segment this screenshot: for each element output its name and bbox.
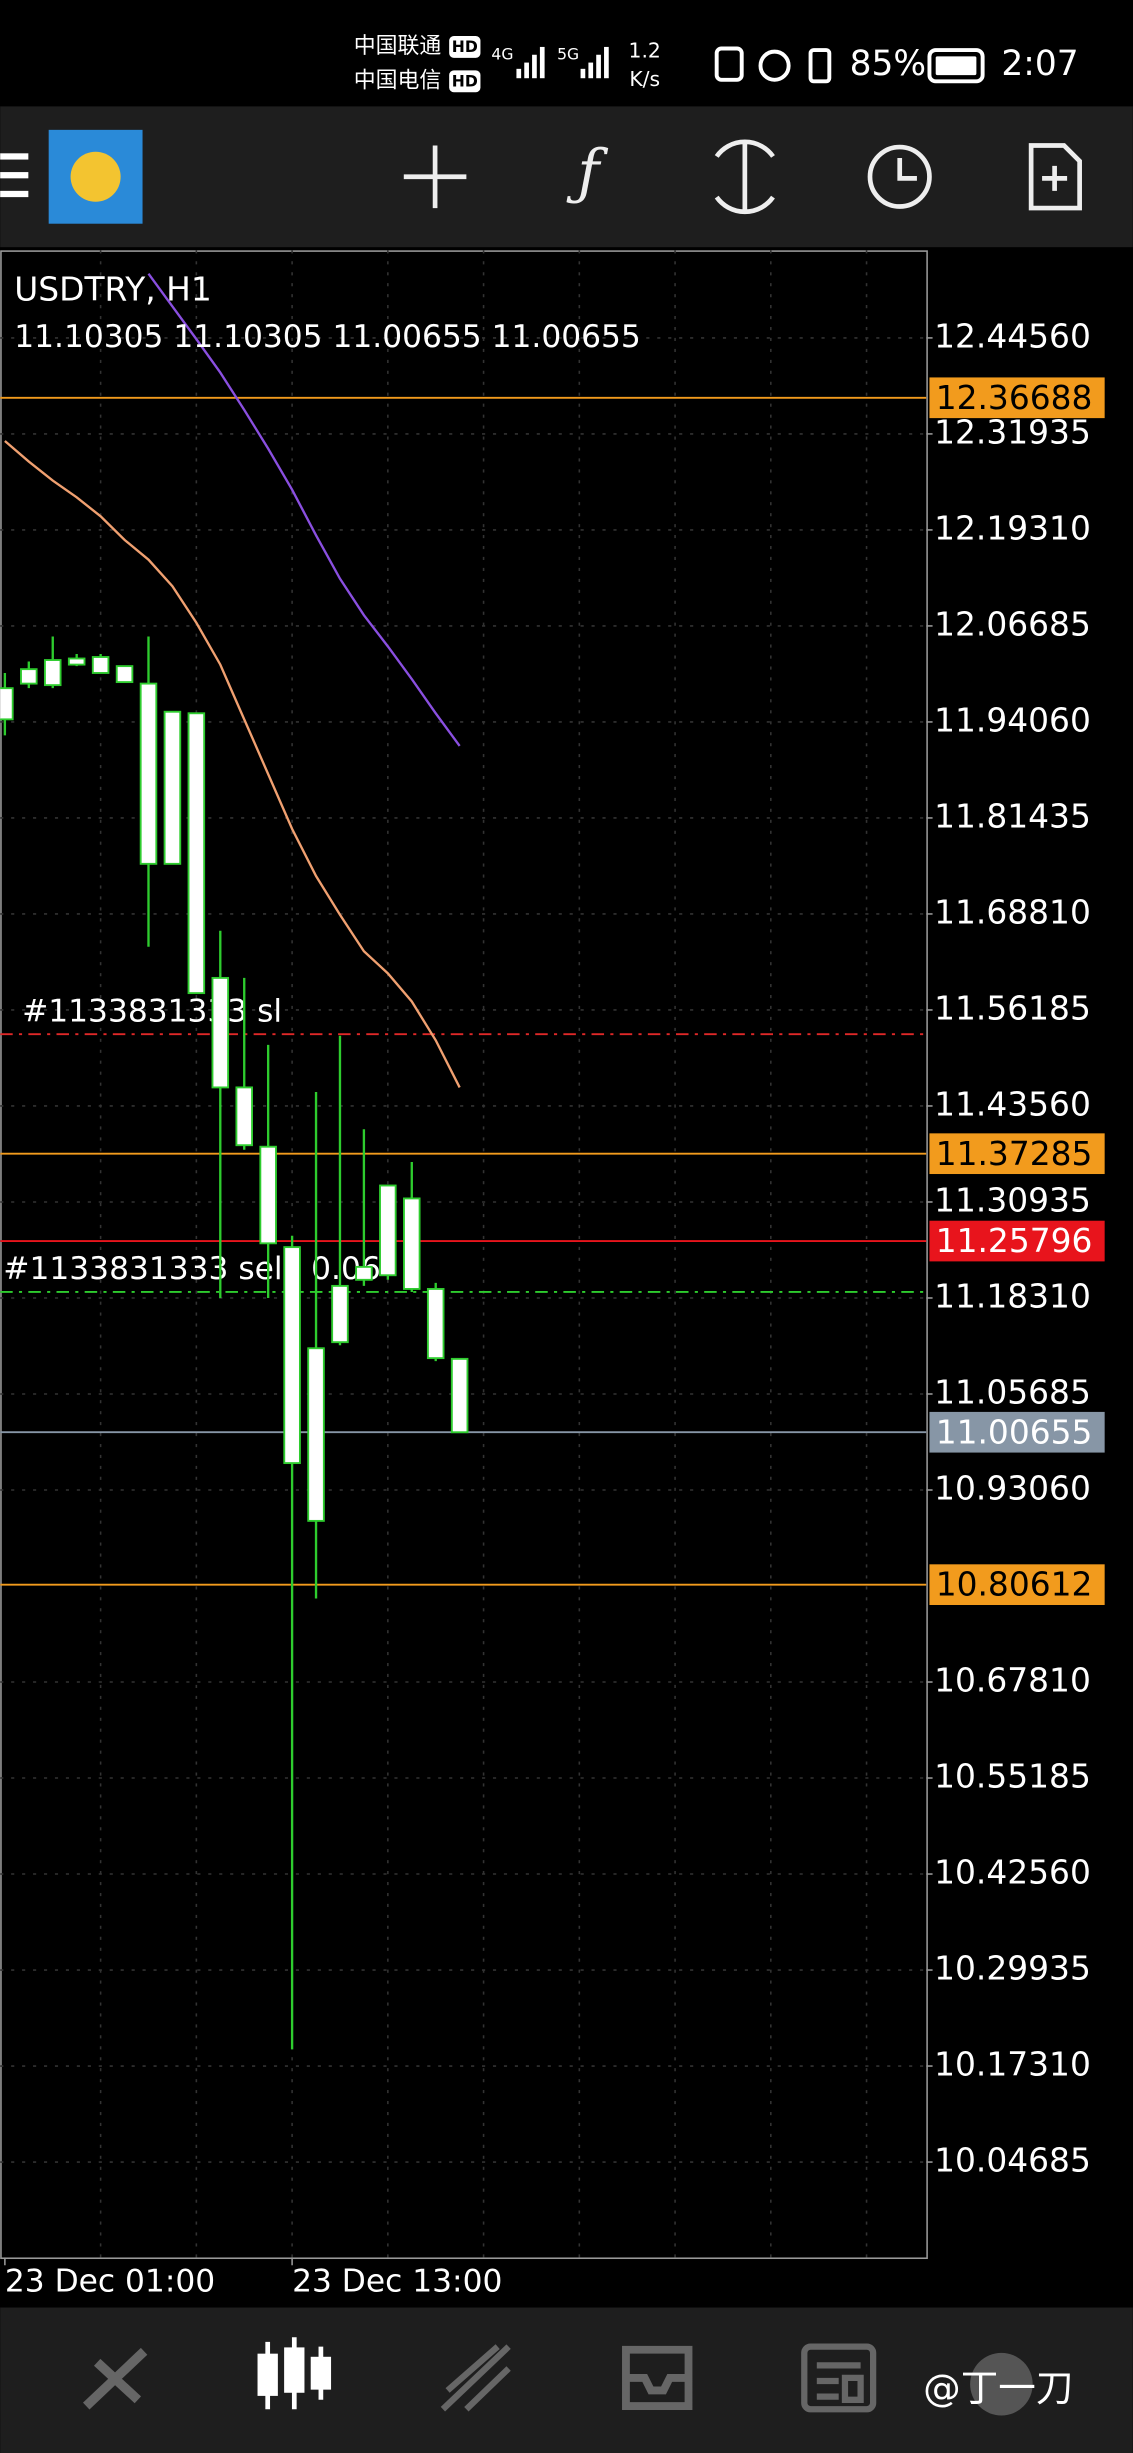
- toolbar: [0, 106, 1133, 248]
- candle-body: [115, 665, 134, 684]
- crosshair-button[interactable]: [403, 145, 467, 209]
- carrier: 中国电信: [354, 68, 442, 93]
- y-tick-label: 11.43560: [934, 1085, 1091, 1123]
- price-level-label: 11.25796: [936, 1222, 1093, 1260]
- hd-badge: [449, 35, 481, 58]
- y-tick-label: 11.18310: [934, 1277, 1091, 1315]
- candle-body: [331, 1284, 349, 1344]
- carrier: 中国联通: [354, 34, 442, 59]
- y-tick-label: 10.67810: [934, 1662, 1091, 1700]
- price-level-label: 10.80612: [936, 1566, 1093, 1604]
- quotes-tab[interactable]: [82, 2347, 148, 2410]
- new-order-button[interactable]: [1028, 143, 1082, 211]
- y-tick-label: 11.68810: [934, 893, 1091, 931]
- price-level-tag: [929, 377, 1105, 419]
- network: 4G: [491, 44, 513, 63]
- app-logo-mark: [70, 151, 121, 202]
- candle-body: [426, 1287, 445, 1360]
- news-tab[interactable]: [801, 2343, 877, 2413]
- candle-body: [307, 1347, 325, 1522]
- plot-area: #1133831333 sl #1133831333 sell, 0.06: [0, 250, 927, 2258]
- signal: [580, 46, 609, 79]
- moving-average-line: [147, 273, 461, 747]
- price-level-tag: [929, 1411, 1105, 1453]
- candle-body: [163, 710, 182, 865]
- y-tick-label: 12.44560: [934, 317, 1091, 355]
- net-speed: 1.2: [629, 39, 661, 63]
- order-label: #1133831333 sell, 0.06: [3, 1251, 380, 1287]
- y-tick-label: 10.93060: [934, 1469, 1091, 1507]
- clock: 2:07: [1001, 44, 1078, 84]
- candle-body: [139, 682, 158, 865]
- candle-body: [379, 1184, 397, 1277]
- nfc-icon: [714, 46, 744, 82]
- history-tab[interactable]: [622, 2345, 693, 2410]
- y-tick-label: 10.17310: [934, 2046, 1091, 2084]
- menu-button[interactable]: [0, 153, 29, 198]
- candle-body: [187, 712, 206, 995]
- candle-body: [20, 668, 38, 685]
- status-bar: 中国联通 中国电信 HD HD 4G 5G 1.2 K/s 85% 2:07: [354, 34, 1079, 93]
- price-level-tag: [929, 1564, 1105, 1605]
- bottom-nav: [0, 2307, 1133, 2453]
- y-tick-label: 11.05685: [934, 1373, 1091, 1411]
- candle-body: [403, 1197, 421, 1290]
- candle-body: [235, 1086, 253, 1147]
- battery-level: [935, 56, 977, 76]
- candle-body: [283, 1246, 301, 1465]
- candle-body: [355, 1265, 373, 1281]
- price-axis: 12.44560 12.31935 12.19310 12.06685 11.94060…: [4, 317, 1105, 2299]
- period-button[interactable]: [867, 144, 932, 209]
- order-label: #1133831333 sl: [22, 993, 282, 1029]
- signal: [516, 46, 545, 79]
- settings-tab[interactable]: [970, 2352, 1033, 2416]
- trade-button[interactable]: [714, 139, 775, 215]
- y-tick-label: 10.04685: [934, 2142, 1091, 2180]
- hd-badge: [449, 70, 481, 93]
- x-tick-label: 23 Dec 01:00: [5, 2263, 215, 2299]
- price-level-tag: [929, 1220, 1105, 1262]
- y-tick-label: 12.06685: [934, 605, 1091, 643]
- candle-body: [91, 656, 110, 674]
- y-tick-label: 11.56185: [934, 989, 1091, 1027]
- net-speed-unit: K/s: [629, 67, 660, 91]
- candle-body: [0, 687, 14, 721]
- moving-average-line: [4, 440, 461, 1088]
- x-tick-label: 23 Dec 13:00: [292, 2263, 502, 2299]
- vibrate-icon: [808, 48, 832, 84]
- candle-body: [67, 657, 86, 666]
- y-tick-label: 11.81435: [934, 797, 1091, 835]
- chart-tab[interactable]: [257, 2337, 332, 2410]
- y-tick-label: 11.30935: [934, 1181, 1091, 1219]
- watermark: @丁一刀: [923, 2366, 1073, 2410]
- network: 5G: [557, 44, 579, 63]
- price-level-label: 11.37285: [936, 1135, 1093, 1173]
- y-tick-label: 10.29935: [934, 1950, 1091, 1988]
- candle-body: [211, 976, 230, 1089]
- battery-percent: 85%: [850, 44, 926, 84]
- plot-frame: [0, 250, 928, 2260]
- y-tick-label: 12.31935: [934, 413, 1091, 451]
- y-tick-label: 11.94060: [934, 701, 1091, 739]
- price-level-label: 12.36688: [936, 379, 1093, 417]
- price-level-label: 11.00655: [936, 1413, 1093, 1451]
- y-tick-label: 10.55185: [934, 1758, 1091, 1796]
- y-tick-label: 12.19310: [934, 509, 1091, 547]
- price-level-tag: [929, 1133, 1105, 1175]
- candle-body: [450, 1357, 469, 1434]
- trade-tab[interactable]: [440, 2344, 511, 2412]
- alarm-icon: [758, 49, 791, 82]
- hd-text: HD: [452, 37, 478, 56]
- chart-title: USDTRY, H1: [14, 270, 211, 308]
- y-tick-label: 10.42560: [934, 1854, 1091, 1892]
- hd-text: HD: [452, 72, 478, 91]
- candle-body: [43, 659, 62, 687]
- battery-icon: [927, 48, 985, 84]
- candle-body: [259, 1145, 277, 1245]
- ohlc-readout: 11.10305 11.10305 11.00655 11.00655: [14, 319, 641, 355]
